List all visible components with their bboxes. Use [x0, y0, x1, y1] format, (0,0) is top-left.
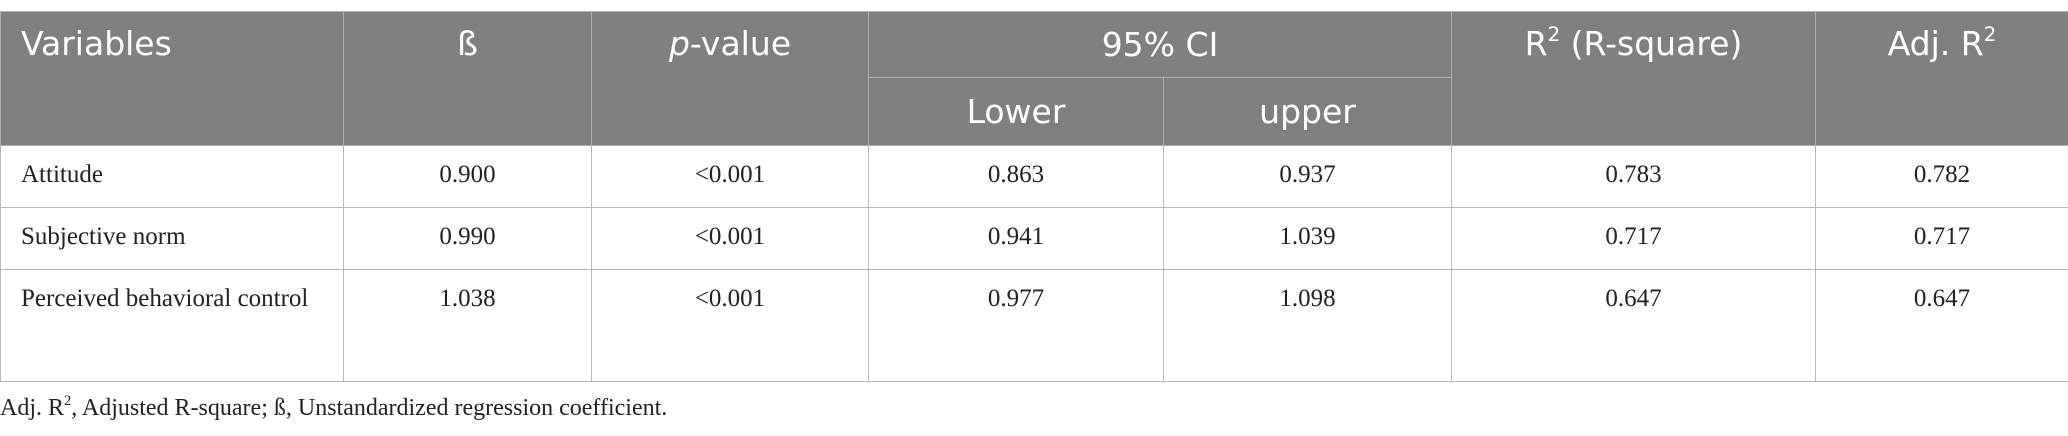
- table-head: Variables ß p-value 95% CI R2 (R-square)…: [0, 11, 2068, 146]
- value-cell: 1.098: [1163, 269, 1452, 382]
- variable-cell: Perceived behavioral control: [0, 269, 344, 382]
- table-body: Attitude 0.900 <0.001 0.863 0.937 0.783 0.782 S…: [0, 145, 2068, 382]
- header-text: ß: [457, 24, 478, 63]
- value-cell: <0.001: [591, 145, 869, 208]
- variable-cell: Subjective norm: [0, 207, 344, 270]
- header-row: Variables ß p-value 95% CI R2 (R-square)…: [0, 11, 2068, 146]
- table-wrap: Variables ß p-value 95% CI R2 (R-square)…: [0, 11, 2068, 382]
- header-cell: p-value: [591, 11, 869, 146]
- variable-cell: Attitude: [0, 145, 344, 208]
- body-row: Subjective norm 0.990 <0.001 0.941 1.039 0.71…: [0, 207, 2068, 270]
- header-text: R: [1524, 24, 1548, 63]
- header-cell: Adj. R2: [1815, 11, 2068, 146]
- value-cell: 0.900: [343, 145, 592, 208]
- footnote: Adj. R2, Adjusted R-square; ß, Unstandar…: [0, 392, 668, 422]
- header-cell: 95% CI: [868, 11, 1452, 78]
- header-cell: ß: [343, 11, 592, 146]
- header-text: Variables: [21, 24, 172, 63]
- value-cell: 0.783: [1451, 145, 1816, 208]
- header-cell: upper: [1163, 77, 1452, 146]
- value-cell: 1.038: [343, 269, 592, 382]
- value-cell: 0.717: [1451, 207, 1816, 270]
- header-sup: 2: [1983, 23, 1997, 47]
- value-cell: <0.001: [591, 207, 869, 270]
- footnote-text: , Adjusted R-square; ß, Unstandardized r…: [71, 395, 668, 421]
- header-cell: Variables: [0, 11, 344, 146]
- header-text: Lower: [966, 92, 1066, 131]
- header-sup: 2: [1547, 23, 1561, 47]
- header-text: p: [668, 24, 690, 63]
- body-row: Perceived behavioral control 1.038 <0.001 0…: [0, 269, 2068, 382]
- header-cell: R2 (R-square): [1451, 11, 1816, 146]
- value-cell: 0.717: [1815, 207, 2068, 270]
- header-text: Adj. R: [1887, 24, 1984, 63]
- header-cell: Lower: [868, 77, 1164, 146]
- header-text: -value: [689, 24, 792, 63]
- results-table: Variables ß p-value 95% CI R2 (R-square)…: [0, 11, 2068, 382]
- header-text: 95% CI: [1101, 25, 1219, 64]
- footnote-text: Adj. R: [0, 395, 65, 421]
- footnote-sup: 2: [64, 392, 72, 409]
- body-row: Attitude 0.900 <0.001 0.863 0.937 0.783 0.782: [0, 145, 2068, 208]
- value-cell: 0.647: [1451, 269, 1816, 382]
- header-text: upper: [1259, 92, 1356, 131]
- value-cell: 0.937: [1163, 145, 1452, 208]
- value-cell: <0.001: [591, 269, 869, 382]
- value-cell: 0.990: [343, 207, 592, 270]
- value-cell: 1.039: [1163, 207, 1452, 270]
- header-row: Lower upper: [1, 77, 2068, 146]
- value-cell: 0.941: [868, 207, 1164, 270]
- value-cell: 0.647: [1815, 269, 2068, 382]
- value-cell: 0.977: [868, 269, 1164, 382]
- value-cell: 0.863: [868, 145, 1164, 208]
- header-text: (R-square): [1560, 24, 1743, 63]
- value-cell: 0.782: [1815, 145, 2068, 208]
